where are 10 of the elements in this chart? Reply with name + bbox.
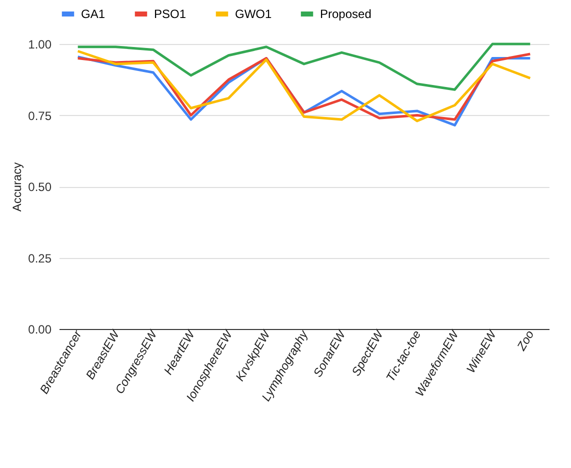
y-axis-title: Accuracy xyxy=(10,162,24,212)
legend-label: Proposed xyxy=(320,7,372,21)
y-tick-label: 0.75 xyxy=(28,108,52,123)
legend-label: GA1 xyxy=(81,7,106,21)
legend-label: GWO1 xyxy=(235,7,272,21)
y-tick-label: 0.50 xyxy=(28,180,52,194)
legend-label: PSO1 xyxy=(154,7,186,21)
line-series xyxy=(76,42,532,91)
y-tick-label: 1.00 xyxy=(28,38,52,52)
y-tick-label: 0.25 xyxy=(28,251,52,266)
